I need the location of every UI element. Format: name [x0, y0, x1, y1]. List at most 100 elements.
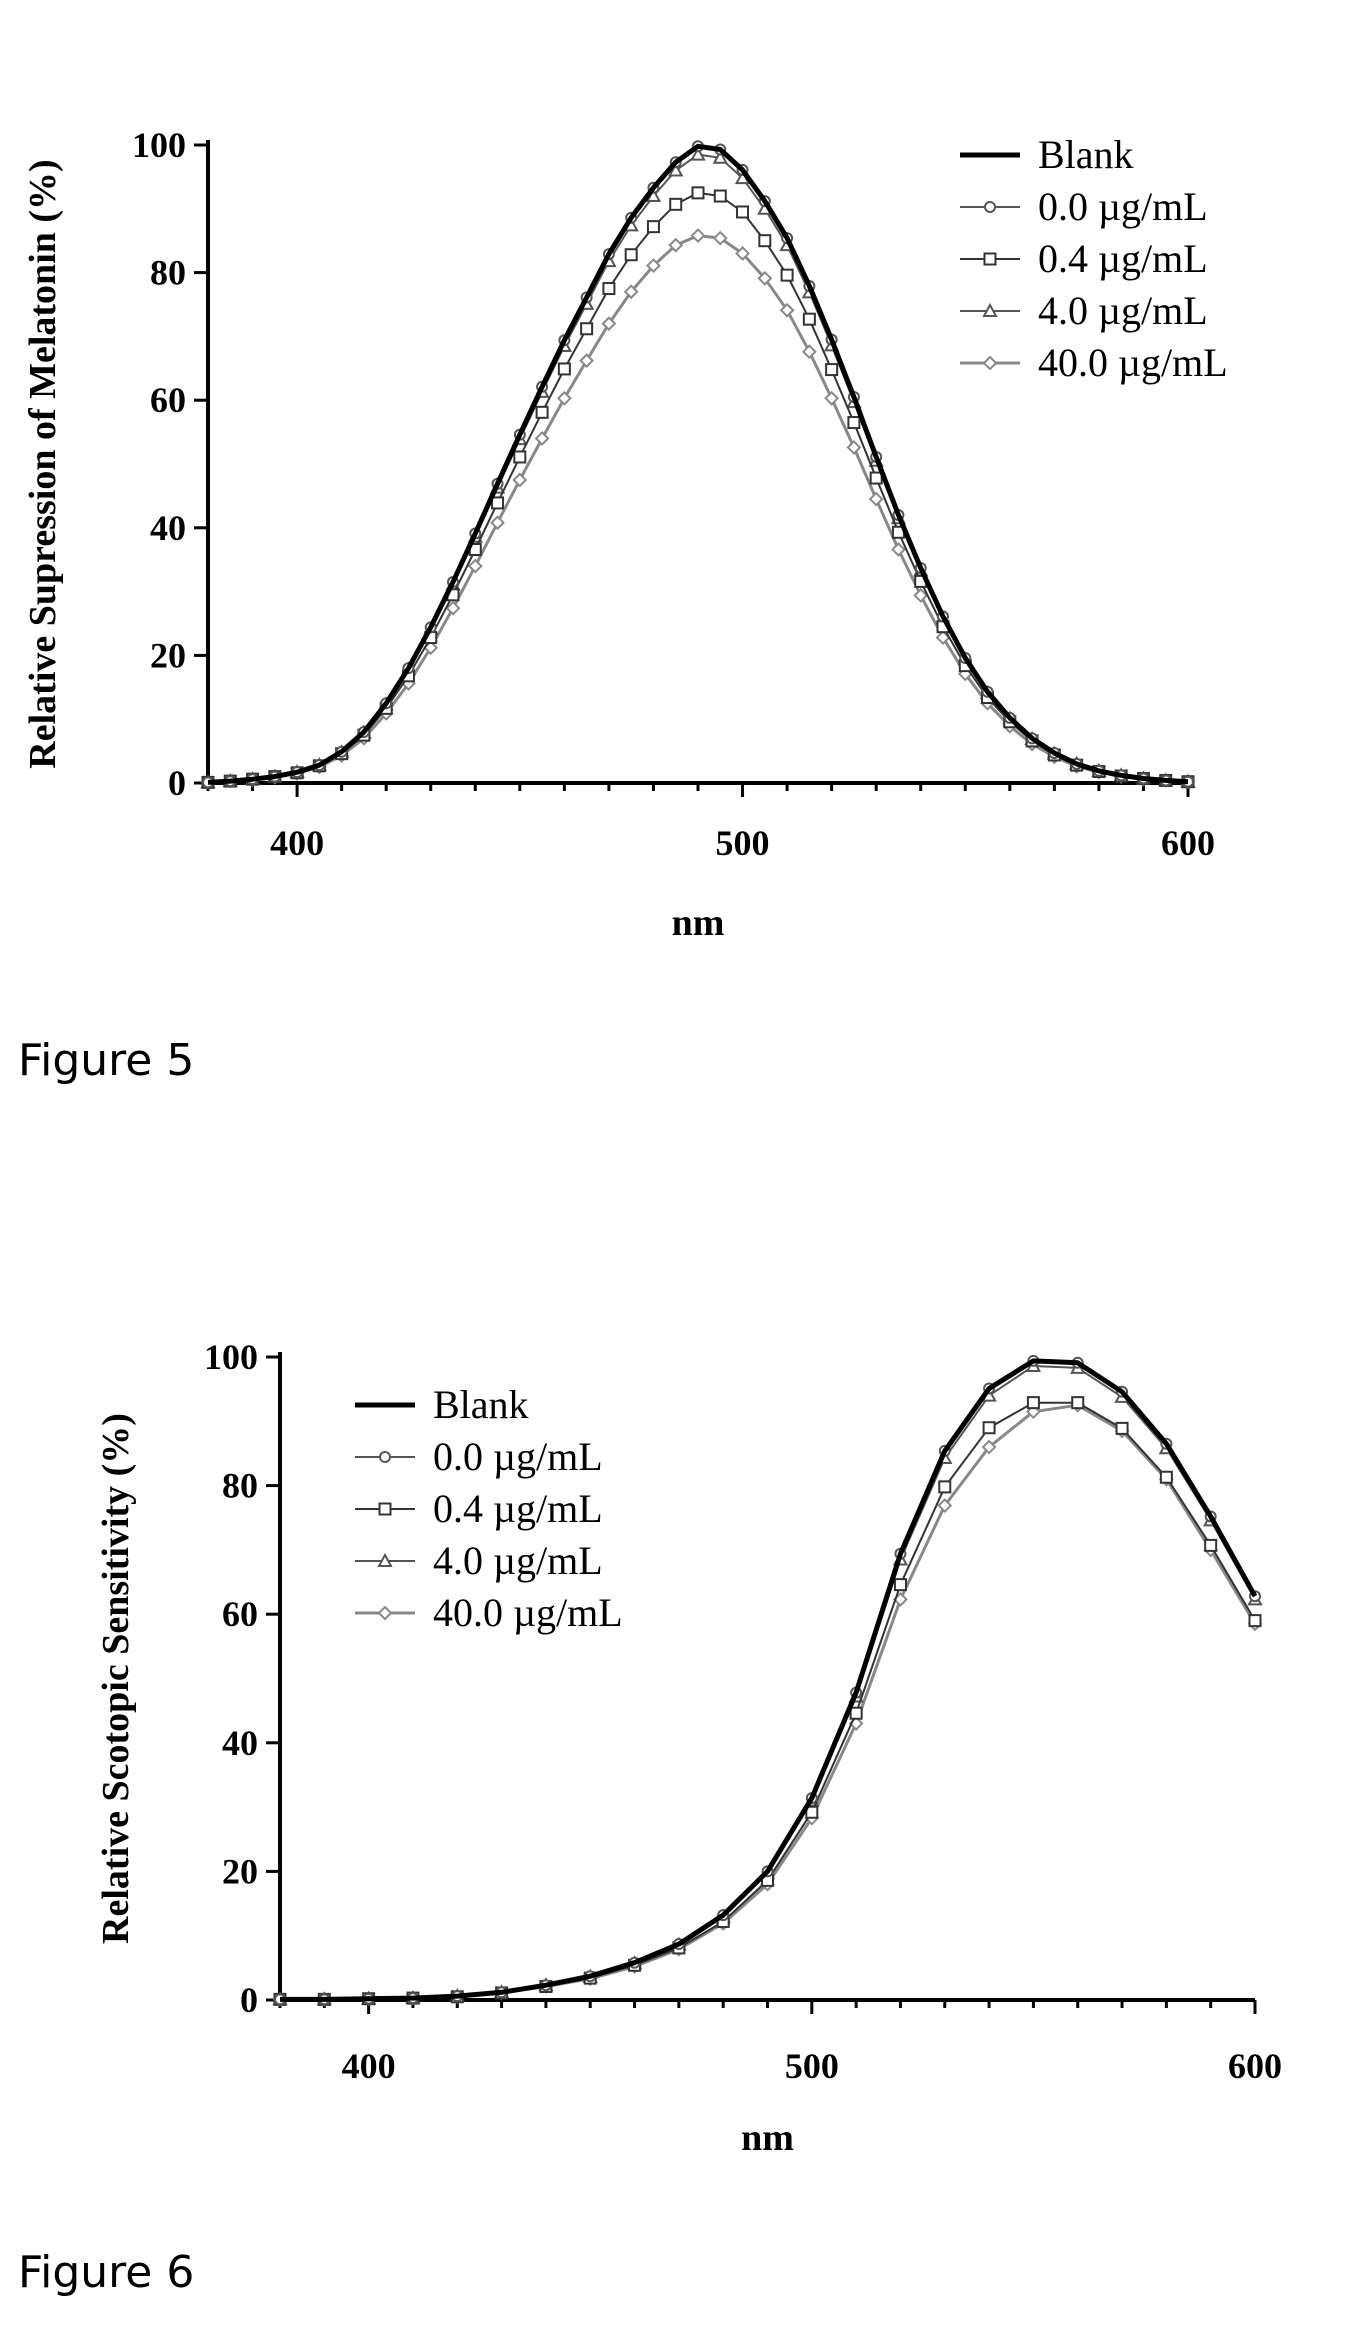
fig5-legend-label: 4.0 µg/mL — [1038, 288, 1208, 333]
fig5-data-point — [891, 542, 906, 557]
fig6-data-point — [1026, 1396, 1040, 1410]
fig5-legend-marker — [982, 302, 998, 317]
fig6-series-line — [280, 1365, 1256, 2001]
fig6-data-point — [849, 1706, 863, 1720]
fig5-data-point — [846, 439, 862, 455]
fig6-y-tick-label: 80 — [222, 1466, 258, 1506]
fig6-y-tick-label: 40 — [222, 1723, 258, 1763]
fig6-x-tick-label: 500 — [785, 2046, 839, 2086]
fig5-legend-marker — [983, 252, 997, 266]
fig5-legend-marker — [982, 355, 998, 371]
fig5-data-point — [669, 197, 683, 211]
fig6-legend-marker — [377, 1552, 393, 1567]
fig6-data-point — [1204, 1538, 1218, 1552]
fig6-legend-item: 40.0 µg/mL — [355, 1590, 623, 1635]
fig6-legend-item: 0.4 µg/mL — [355, 1486, 603, 1531]
fig5-data-point — [646, 258, 661, 273]
fig6-x-tick-label: 400 — [342, 2046, 396, 2086]
fig6-legend-item: 4.0 µg/mL — [355, 1538, 603, 1583]
fig6-y-axis-title: Relative Scotopic Sensitivity (%) — [95, 1413, 137, 1944]
fig6-y-tick-label: 100 — [204, 1337, 258, 1377]
fig6-legend-item: Blank — [355, 1382, 529, 1427]
fig6-data-point — [1071, 1396, 1085, 1410]
fig6-series-2 — [273, 1396, 1262, 2006]
fig5-x-tick-label: 600 — [1161, 823, 1215, 863]
fig6-series-1 — [274, 1354, 1261, 2006]
fig5-data-point — [513, 450, 527, 464]
fig6-series-line — [280, 1359, 1256, 2001]
fig5-series-0 — [207, 143, 1189, 785]
fig6-series-3 — [272, 1357, 1263, 2006]
fig5-legend-label: 0.4 µg/mL — [1038, 236, 1208, 281]
fig5-data-point — [802, 312, 816, 326]
fig6-legend-label: 40.0 µg/mL — [433, 1590, 623, 1635]
fig5-data-point — [467, 558, 483, 574]
fig6-series-line — [280, 1401, 1256, 2001]
fig6-legend-label: Blank — [433, 1382, 529, 1427]
fig5-x-tick-label: 400 — [270, 823, 324, 863]
fig5-data-point — [690, 228, 706, 244]
fig5-data-point — [580, 322, 594, 336]
fig5-data-point — [713, 189, 727, 203]
fig5-legend-item: 0.0 µg/mL — [960, 184, 1208, 229]
fig5-data-point — [668, 162, 684, 177]
fig6-legend-marker — [379, 1451, 391, 1463]
fig5-data-point — [602, 282, 616, 296]
fig5-data-point — [712, 149, 728, 164]
fig6-series-line — [280, 1358, 1258, 2002]
fig5-y-axis-title: Relative Supression of Melatonin (%) — [22, 159, 64, 768]
fig5-data-point — [825, 363, 839, 377]
fig6-legend-marker — [377, 1605, 393, 1621]
fig5-data-point — [668, 237, 684, 253]
figure-5-chart: 0 20 40 60 80 100 400 500 600 nm Relative Supressi… — [22, 125, 1228, 944]
fig5-data-point — [758, 234, 772, 248]
fig5-data-point — [646, 220, 660, 234]
fig6-data-point — [982, 1421, 996, 1435]
fig6-y-tick-label: 20 — [222, 1851, 258, 1891]
fig5-data-point — [534, 431, 550, 446]
fig5-data-point — [824, 390, 840, 406]
fig6-data-point — [938, 1480, 952, 1494]
fig5-legend-item: Blank — [960, 132, 1134, 177]
fig6-data-point — [1115, 1421, 1129, 1435]
fig5-data-point — [535, 405, 549, 419]
fig6-data-point — [1159, 1470, 1173, 1484]
fig5-legend-item: 40.0 µg/mL — [960, 340, 1228, 385]
fig5-data-point — [712, 230, 728, 246]
fig6-data-point — [805, 1805, 819, 1819]
fig5-data-point — [624, 248, 638, 262]
fig6-y-tick-label: 0 — [240, 1980, 258, 2020]
fig6-series-0 — [280, 1358, 1258, 2002]
fig6-legend-label: 0.4 µg/mL — [433, 1486, 603, 1531]
fig5-data-point — [757, 270, 773, 286]
fig5-data-point — [691, 186, 705, 200]
fig6-legend-label: 0.0 µg/mL — [433, 1434, 603, 1479]
fig5-data-point — [736, 205, 750, 219]
fig5-data-point — [868, 491, 884, 507]
fig5-x-axis-title: nm — [672, 902, 725, 944]
fig5-data-point — [601, 316, 617, 332]
fig5-data-point — [690, 146, 706, 161]
fig5-data-point — [913, 588, 929, 603]
fig6-legend-marker — [378, 1502, 392, 1516]
fig5-legend-label: 40.0 µg/mL — [1038, 340, 1228, 385]
fig5-data-point — [735, 246, 750, 261]
fig5-series-line — [207, 143, 1189, 785]
fig6-data-point — [1248, 1614, 1262, 1628]
figure-6-caption: Figure 6 — [18, 2247, 195, 2298]
fig6-series-4 — [272, 1397, 1263, 2007]
fig5-legend-label: Blank — [1038, 132, 1134, 177]
fig6-legend-item: 0.0 µg/mL — [355, 1434, 603, 1479]
fig5-y-tick-label: 100 — [132, 125, 186, 165]
fig5-data-point — [779, 302, 795, 318]
fig5-y-tick-label: 20 — [150, 635, 186, 675]
fig5-data-point — [445, 600, 461, 616]
fig5-y-tick-label: 40 — [150, 508, 186, 548]
fig6-x-axis-title: nm — [741, 2117, 794, 2159]
fig6-legend-label: 4.0 µg/mL — [433, 1538, 603, 1583]
fig5-legend-item: 0.4 µg/mL — [960, 236, 1208, 281]
fig5-legend-item: 4.0 µg/mL — [960, 288, 1208, 333]
fig5-data-point — [512, 472, 528, 488]
fig6-x-tick-label: 600 — [1228, 2046, 1282, 2086]
